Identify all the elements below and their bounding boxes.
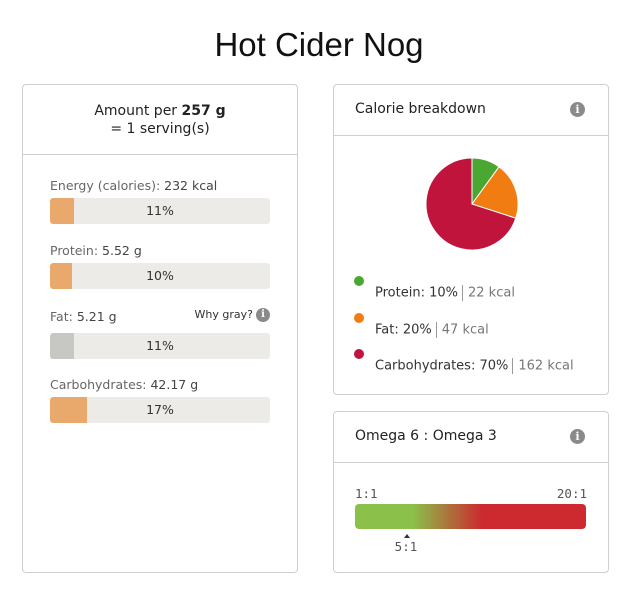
nutrient-label: Fat: xyxy=(50,309,73,324)
legend-pct: 20% xyxy=(402,322,432,338)
nutrient-bar: 11% xyxy=(50,198,270,224)
omega-header: Omega 6 : Omega 3 i xyxy=(334,412,608,463)
nutrient-value: 232 kcal xyxy=(164,178,218,193)
nutrient-carbohydrates: Carbohydrates: 42.17 g 17% xyxy=(50,377,270,423)
ratio-max-label: 20:1 xyxy=(556,486,587,501)
amount-panel: Amount per 257 g = 1 serving(s) Energy (… xyxy=(22,84,298,573)
nutrient-value: 5.21 g xyxy=(76,309,117,324)
legend-name: Carbohydrates: xyxy=(375,358,476,374)
nutrient-label: Carbohydrates: xyxy=(50,377,147,392)
legend-name: Fat: xyxy=(375,322,399,338)
ratio-min-label: 1:1 xyxy=(355,486,378,501)
why-gray-link[interactable]: Why gray? i xyxy=(195,308,270,322)
omega-panel: Omega 6 : Omega 3 i 1:1 20:1 5:1 xyxy=(333,411,609,573)
amount-header: Amount per 257 g = 1 serving(s) xyxy=(23,85,297,155)
bar-percent: 17% xyxy=(146,402,174,417)
bar-percent: 11% xyxy=(146,203,174,218)
bar-fill xyxy=(50,333,75,359)
calorie-pie-chart xyxy=(425,157,519,255)
info-icon[interactable]: i xyxy=(570,429,585,444)
pie-slice-fat xyxy=(471,166,519,219)
calorie-breakdown-panel: Calorie breakdown i Protein: 10% 22 kcal … xyxy=(333,84,609,395)
legend-name: Protein: xyxy=(375,285,425,301)
info-icon[interactable]: i xyxy=(256,308,270,322)
legend-kcal: 22 kcal xyxy=(468,285,515,301)
legend-dot xyxy=(354,349,364,359)
nutrient-label: Protein: xyxy=(50,243,99,258)
info-icon[interactable]: i xyxy=(570,102,585,117)
ratio-value-label: 5:1 xyxy=(394,539,418,554)
page-title: Hot Cider Nog xyxy=(214,26,424,63)
nutrient-value: 42.17 g xyxy=(150,377,199,392)
calorie-breakdown-header: Calorie breakdown i xyxy=(334,85,608,136)
why-gray-label[interactable]: Why gray? xyxy=(194,308,253,321)
nutrient-bar: 17% xyxy=(50,397,270,423)
nutrient-value: 5.52 g xyxy=(102,243,142,258)
legend-pct: 70% xyxy=(479,358,509,374)
pie-slice-carbohydrates xyxy=(425,157,517,251)
legend-kcal: 162 kcal xyxy=(518,358,574,374)
nutrient-protein: Protein: 5.52 g 10% xyxy=(50,243,270,289)
amount-prefix: Amount per xyxy=(94,103,178,119)
amount-serving: = 1 serving(s) xyxy=(110,121,210,137)
bar-percent: 10% xyxy=(146,268,174,283)
calorie-breakdown-title: Calorie breakdown xyxy=(355,101,486,117)
omega-title: Omega 6 : Omega 3 xyxy=(355,428,497,444)
bar-fill xyxy=(50,397,88,423)
nutrient-label: Energy (calories): xyxy=(50,178,161,193)
bar-fill xyxy=(50,263,72,289)
bar-fill xyxy=(50,198,75,224)
nutrient-energy: Energy (calories): 232 kcal 11% xyxy=(50,178,270,224)
nutrient-bar: 10% xyxy=(50,263,270,289)
legend-dot xyxy=(354,313,364,323)
omega-ratio-bar xyxy=(355,504,586,529)
bar-percent: 11% xyxy=(146,338,174,353)
legend-pct: 10% xyxy=(429,285,458,301)
pie-svg xyxy=(425,157,519,251)
ratio-marker xyxy=(403,534,410,538)
nutrient-fat: Fat: 5.21 g Why gray? i 11% xyxy=(50,308,270,359)
nutrient-bar: 11% xyxy=(50,333,270,359)
legend-kcal: 47 kcal xyxy=(441,322,489,338)
legend-dot xyxy=(354,276,364,286)
amount-weight: 257 g xyxy=(181,103,226,119)
